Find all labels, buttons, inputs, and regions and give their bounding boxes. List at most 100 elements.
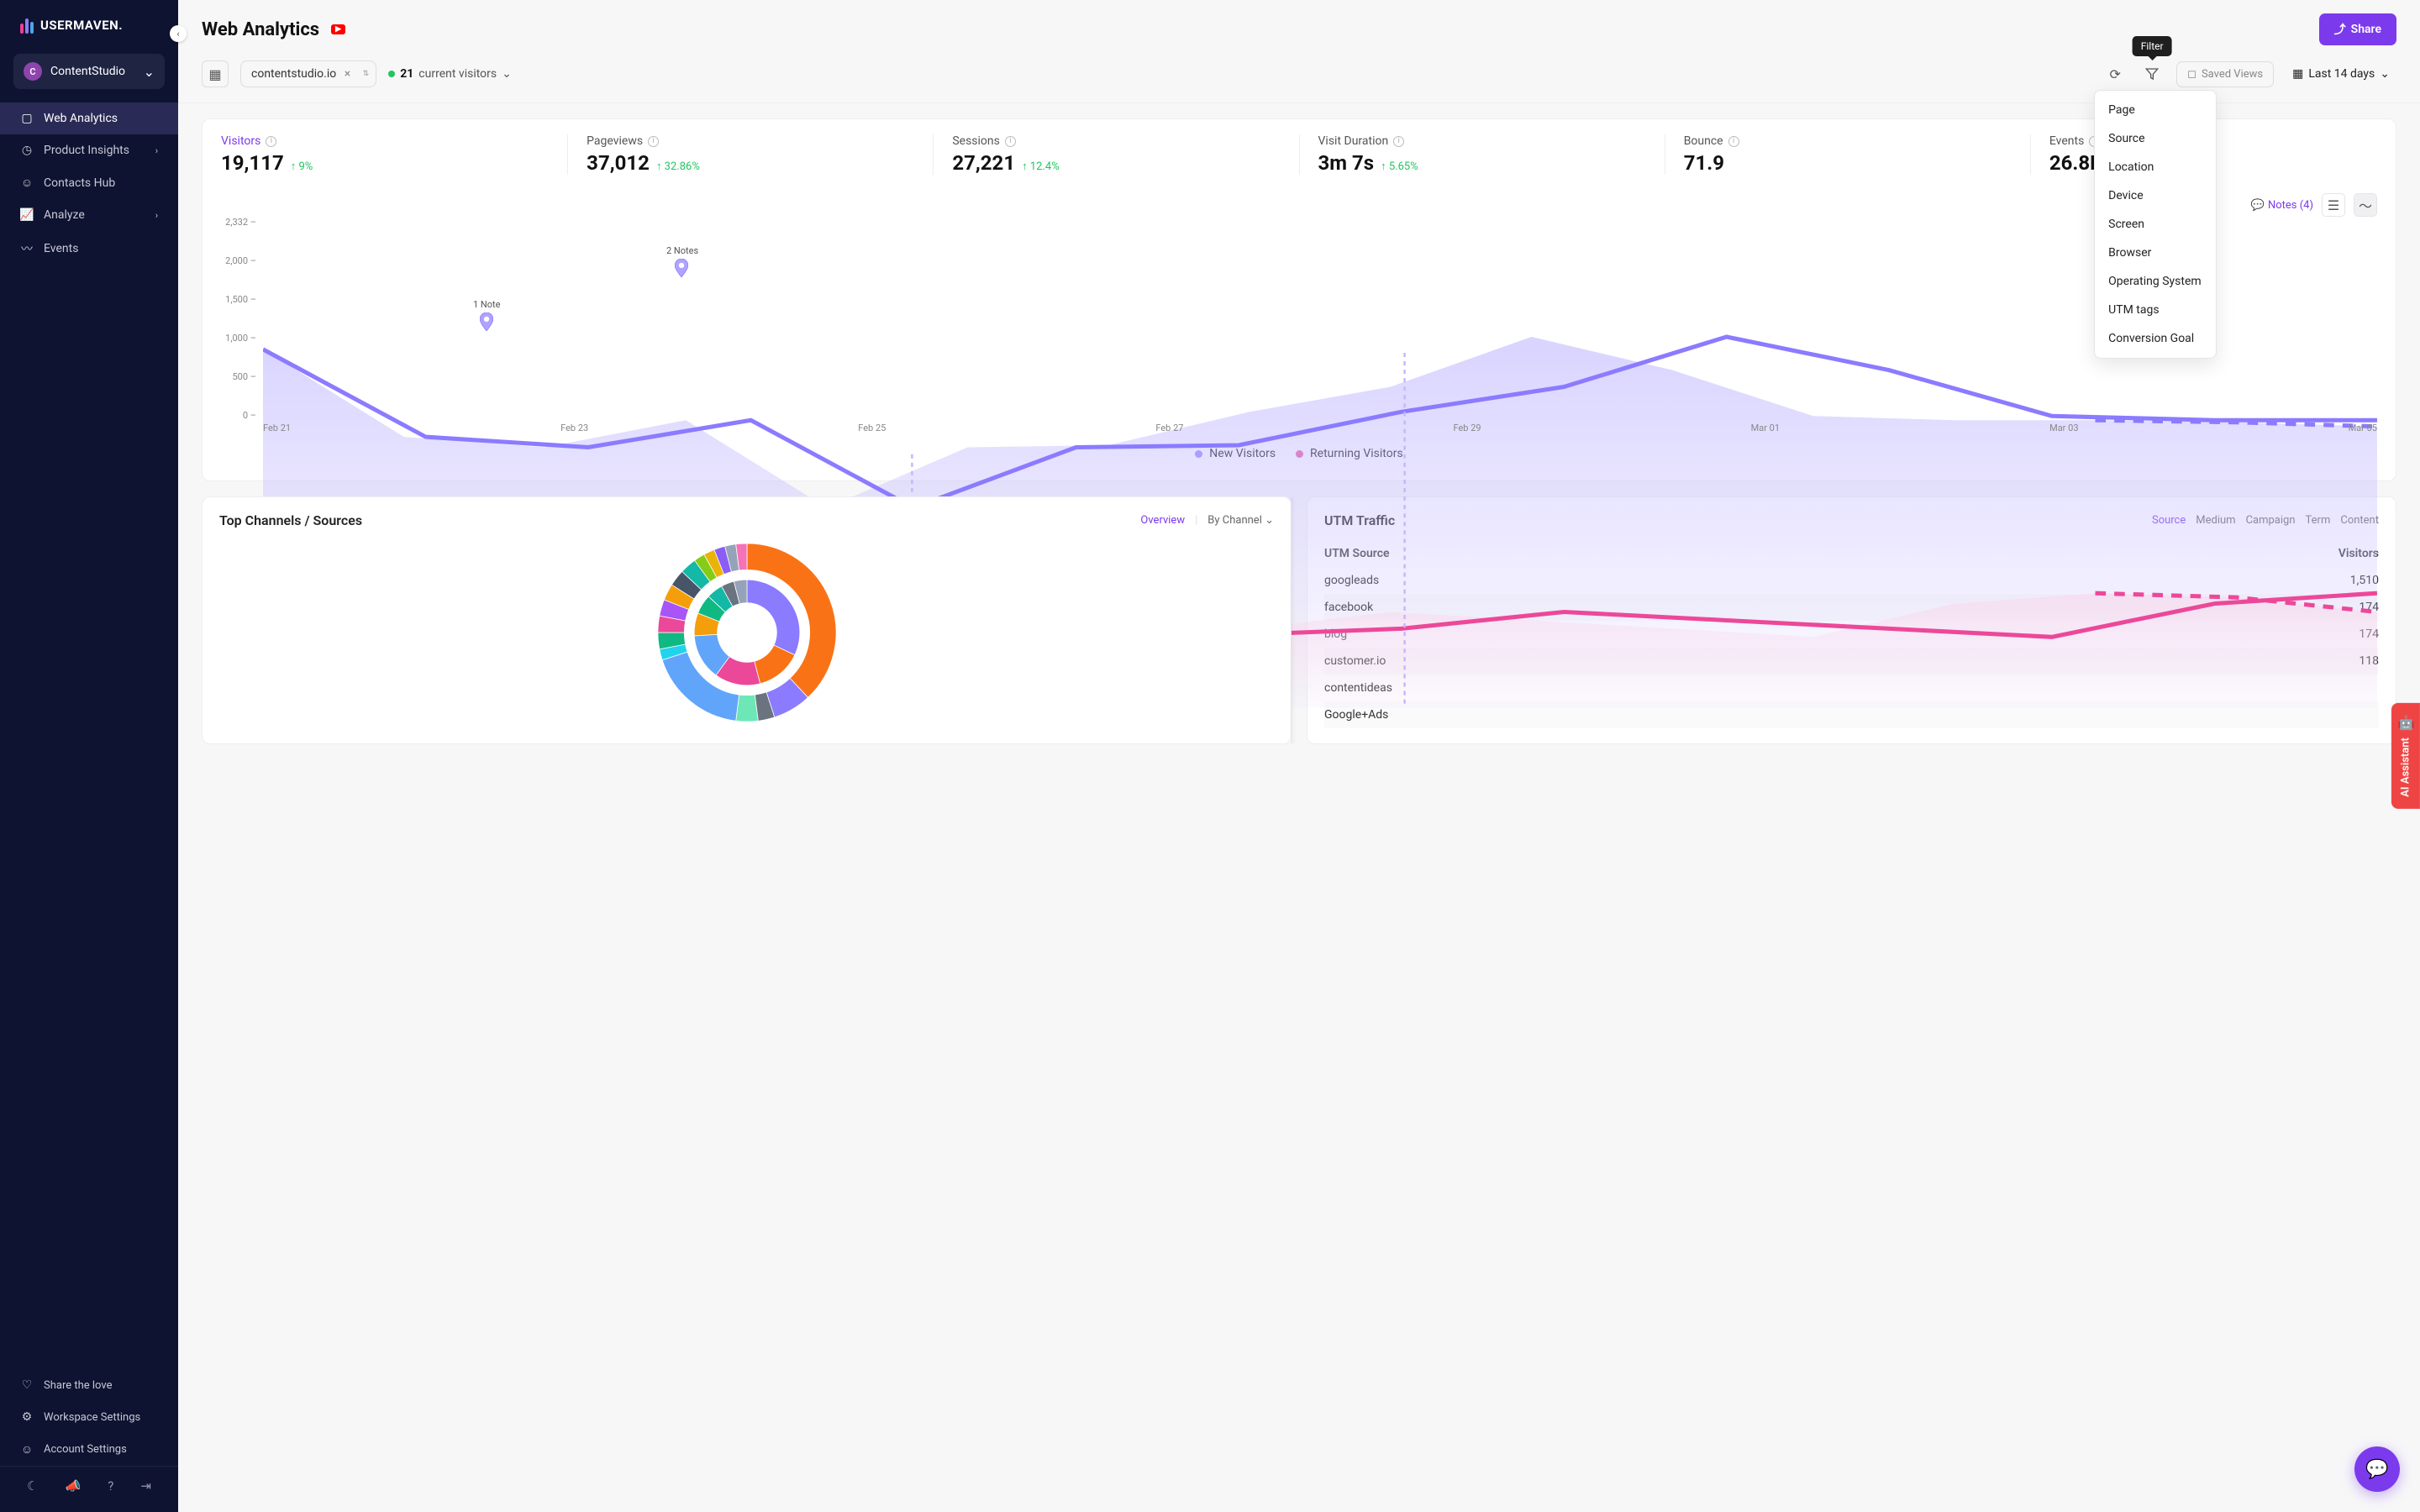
y-tick: 500 –	[233, 371, 257, 382]
note-marker-1[interactable]	[480, 312, 493, 331]
metric-label: Visit Durationi	[1318, 134, 1646, 148]
nav-label: Contacts Hub	[44, 176, 115, 190]
workspace-name: ContentStudio	[50, 65, 135, 78]
nav-workspace-settings[interactable]: ⚙Workspace Settings	[0, 1401, 178, 1433]
chevron-right-icon: ›	[155, 145, 158, 156]
chevron-down-icon: ⌄	[144, 64, 155, 80]
sidebar-bottom: ♡Share the love ⚙Workspace Settings ☺ Acc…	[0, 1369, 178, 1512]
nav-contacts-hub[interactable]: ☺Contacts Hub	[0, 166, 178, 199]
saved-views-button[interactable]: ◻ Saved Views	[2176, 61, 2274, 87]
y-tick: 1,000 –	[225, 333, 256, 344]
nav-analyze[interactable]: 📈Analyze›	[0, 199, 178, 231]
filter-option[interactable]: UTM tags	[2095, 296, 2216, 324]
metric[interactable]: Sessionsi 27,22112.4%	[934, 134, 1299, 175]
youtube-badge[interactable]: ▶	[331, 24, 345, 34]
workspace-selector[interactable]: C ContentStudio ⌄	[13, 54, 165, 89]
chevron-down-icon: ⌄	[502, 67, 512, 81]
metrics-card: Visitorsi 19,1179%Pageviewsi 37,01232.86…	[202, 118, 2396, 481]
filter-option[interactable]: Source	[2095, 124, 2216, 153]
domain-selector[interactable]: contentstudio.io × ⇅	[240, 60, 376, 87]
metric-label: Sessionsi	[952, 134, 1280, 148]
tab-by-channel[interactable]: By Channel ⌄	[1207, 514, 1274, 527]
user-gear-icon: ☺	[20, 1442, 34, 1457]
x-tick: Mar 03	[2049, 423, 2078, 433]
filter-option[interactable]: Operating System	[2095, 267, 2216, 296]
nav-account-settings[interactable]: ☺ Account Settings	[0, 1433, 178, 1466]
metric-label: Visitorsi	[221, 134, 549, 148]
info-icon: i	[1728, 136, 1739, 147]
share-button[interactable]: ⤴ Share	[2319, 13, 2396, 45]
filterbar: ▦ contentstudio.io × ⇅ 21 current visito…	[178, 52, 2420, 103]
bar-view-button[interactable]: ☰	[2322, 193, 2345, 217]
utm-source: Google+Ads	[1324, 708, 1388, 722]
calendar-icon: ▦	[2292, 67, 2303, 81]
metric-label: Bouncei	[1684, 134, 2012, 148]
filter-tooltip: Filter	[2133, 36, 2172, 56]
note-marker-2[interactable]	[675, 259, 688, 277]
gauge-icon: ◷	[20, 144, 34, 157]
chart-controls: 💬Notes (4) ☰ 〜	[221, 193, 2377, 217]
metric[interactable]: Visitorsi 19,1179%	[203, 134, 568, 175]
robot-icon: 🤖	[2397, 715, 2414, 731]
close-icon[interactable]: ×	[345, 67, 350, 81]
metric[interactable]: Visit Durationi 3m 7s5.65%	[1300, 134, 1665, 175]
visitors-chart: 2,332 –2,000 –1,500 –1,000 –500 –0 – 1 N…	[221, 222, 2377, 440]
filter-option[interactable]: Browser	[2095, 239, 2216, 267]
donut-slice[interactable]	[735, 695, 758, 722]
y-tick: 1,500 –	[225, 294, 256, 305]
filter-dropdown: PageSourceLocationDeviceScreenBrowserOpe…	[2094, 90, 2217, 359]
metric-value: 19,117	[221, 151, 284, 175]
metric[interactable]: Bouncei 71.9	[1665, 134, 2031, 175]
line-view-button[interactable]: 〜	[2354, 193, 2377, 217]
notes-link[interactable]: 💬Notes (4)	[2251, 199, 2313, 212]
filter-option[interactable]: Conversion Goal	[2095, 324, 2216, 353]
metric[interactable]: Pageviewsi 37,01232.86%	[568, 134, 934, 175]
filter-button[interactable]: Filter PageSourceLocationDeviceScreenBro…	[2139, 61, 2165, 87]
note-label-2: 2 Notes	[666, 245, 698, 256]
sidebar: USERMAVEN. ‹ C ContentStudio ⌄ ▢Web Anal…	[0, 0, 178, 1512]
announcements-icon[interactable]: 📣	[66, 1478, 82, 1494]
ai-assistant-tab[interactable]: AI Assistant 🤖	[2391, 703, 2420, 809]
notes-label: Notes (4)	[2268, 199, 2313, 212]
nav-product-insights[interactable]: ◷ Product Insights ›	[0, 134, 178, 166]
tab-overview[interactable]: Overview	[1140, 514, 1185, 527]
channels-title: Top Channels / Sources	[219, 512, 362, 528]
nav-events[interactable]: 〰Events	[0, 231, 178, 266]
theme-toggle[interactable]: ☾	[27, 1478, 38, 1494]
main: Web Analytics ▶ ⤴ Share ▦ contentstudio.…	[178, 0, 2420, 1512]
nav-label: Analyze	[44, 208, 85, 222]
nav-web-analytics[interactable]: ▢Web Analytics	[0, 102, 178, 134]
visitor-label: current visitors	[418, 67, 497, 81]
chat-bubble[interactable]: 💬	[2354, 1446, 2400, 1492]
info-icon: i	[266, 136, 276, 147]
info-icon: i	[648, 136, 659, 147]
saved-views-label: Saved Views	[2202, 68, 2263, 81]
nav-share-love[interactable]: ♡Share the love	[0, 1369, 178, 1401]
logout-icon[interactable]: ⇥	[140, 1478, 151, 1494]
filter-option[interactable]: Device	[2095, 181, 2216, 210]
metric-change: 32.86%	[656, 160, 700, 173]
channels-donut	[219, 540, 1274, 725]
nav-label: Share the love	[44, 1379, 112, 1392]
live-dot-icon	[388, 71, 395, 77]
pulse-icon: 〰	[20, 240, 34, 257]
filter-option[interactable]: Screen	[2095, 210, 2216, 239]
calendar-icon-button[interactable]: ▦	[202, 60, 229, 87]
nav-label: Web Analytics	[44, 112, 118, 125]
nav-label: Account Settings	[44, 1443, 127, 1456]
metrics-row: Visitorsi 19,1179%Pageviewsi 37,01232.86…	[203, 119, 2396, 181]
help-icon[interactable]: ?	[108, 1478, 113, 1494]
nav-label: Product Insights	[44, 144, 129, 157]
info-icon: i	[1005, 136, 1016, 147]
logo: USERMAVEN.	[0, 0, 178, 47]
nav-label: Workspace Settings	[44, 1411, 140, 1424]
comment-icon: 💬	[2251, 199, 2265, 212]
current-visitors[interactable]: 21 current visitors ⌄	[388, 67, 512, 81]
date-range-selector[interactable]: ▦ Last 14 days ⌄	[2286, 62, 2396, 86]
x-tick: Feb 23	[560, 423, 588, 433]
filter-option[interactable]: Page	[2095, 96, 2216, 124]
sidebar-footer: ☾ 📣 ? ⇥	[0, 1466, 178, 1505]
metric-label: Pageviewsi	[587, 134, 914, 148]
filter-option[interactable]: Location	[2095, 153, 2216, 181]
refresh-button[interactable]: ⟳	[2102, 61, 2128, 87]
